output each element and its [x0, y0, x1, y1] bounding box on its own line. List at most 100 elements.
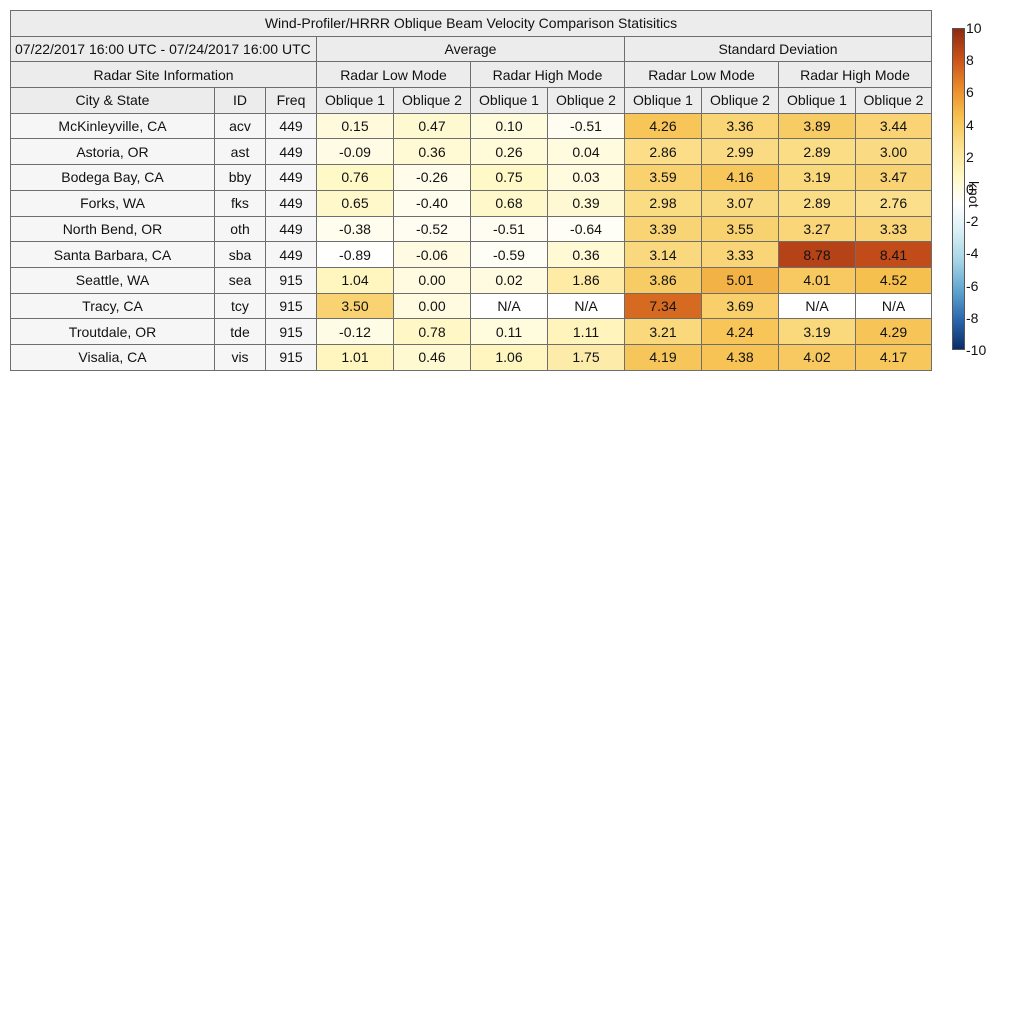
site-city-cell: Santa Barbara, CA: [10, 241, 215, 268]
value-cell-std-high-oblique-2: N/A: [855, 292, 932, 320]
value-cell-std-low-oblique-1: 3.86: [624, 266, 702, 294]
table-row: Bodega Bay, CA bby 449 0.76 -0.26 0.75 0.03 3.5…: [10, 164, 932, 191]
stats-table: Wind-Profiler/HRRR Oblique Beam Velocity…: [10, 10, 932, 371]
value-cell-std-low-oblique-2: 4.38: [701, 343, 779, 371]
site-id-cell: oth: [214, 215, 266, 243]
value-cell-std-high-oblique-1: 8.78: [778, 241, 856, 268]
avg-high-mode-header: Radar High Mode: [470, 61, 625, 89]
std-dev-header: Standard Deviation: [624, 35, 932, 63]
value-cell-std-low-oblique-2: 4.16: [701, 164, 779, 191]
value-cell-std-high-oblique-1: 3.19: [778, 164, 856, 191]
site-city-cell: Tracy, CA: [10, 292, 215, 320]
value-cell-avg-high-oblique-1: 0.75: [470, 164, 548, 191]
value-cell-std-high-oblique-2: 3.47: [855, 164, 932, 191]
site-freq-cell: 449: [265, 241, 317, 268]
site-id-cell: vis: [214, 343, 266, 371]
colorbar-tick-label: -6: [966, 277, 979, 294]
mode-header-row: Radar Site Information Radar Low Mode Ra…: [10, 61, 932, 89]
value-cell-avg-low-oblique-1: 0.15: [316, 112, 394, 140]
value-cell-std-low-oblique-2: 3.07: [701, 189, 779, 217]
std-low-mode-header: Radar Low Mode: [624, 61, 779, 89]
col-header-avg-low-oblique-1: Oblique 1: [316, 87, 394, 114]
col-header-id: ID: [214, 87, 266, 114]
colorbar-tick-label: -8: [966, 309, 979, 326]
site-id-cell: tcy: [214, 292, 266, 320]
value-cell-avg-low-oblique-1: 0.76: [316, 164, 394, 191]
site-info-header: Radar Site Information: [10, 61, 317, 89]
col-header-std-high-oblique-1: Oblique 1: [778, 87, 856, 114]
value-cell-avg-high-oblique-2: 1.86: [547, 266, 625, 294]
site-freq-cell: 915: [265, 343, 317, 371]
value-cell-avg-low-oblique-1: -0.89: [316, 241, 394, 268]
value-cell-std-high-oblique-1: 4.02: [778, 343, 856, 371]
value-cell-std-high-oblique-1: 3.89: [778, 112, 856, 140]
table-row: McKinleyville, CA acv 449 0.15 0.47 0.10 -0.51…: [10, 112, 932, 140]
value-cell-std-high-oblique-2: 3.44: [855, 112, 932, 140]
value-cell-avg-low-oblique-1: -0.09: [316, 138, 394, 166]
value-cell-std-high-oblique-1: 3.19: [778, 318, 856, 345]
value-cell-std-high-oblique-1: N/A: [778, 292, 856, 320]
value-cell-avg-high-oblique-2: N/A: [547, 292, 625, 320]
value-cell-avg-low-oblique-2: 0.36: [393, 138, 471, 166]
value-cell-std-high-oblique-2: 3.00: [855, 138, 932, 166]
group-header-row: 07/22/2017 16:00 UTC - 07/24/2017 16:00 …: [10, 35, 932, 63]
table-row: Visalia, CA vis 915 1.01 0.46 1.06 1.75 4.19 4.3…: [10, 343, 932, 371]
value-cell-std-high-oblique-2: 3.33: [855, 215, 932, 243]
value-cell-avg-high-oblique-1: N/A: [470, 292, 548, 320]
site-id-cell: acv: [214, 112, 266, 140]
site-city-cell: Troutdale, OR: [10, 318, 215, 345]
value-cell-std-low-oblique-1: 3.14: [624, 241, 702, 268]
table-row: Seattle, WA sea 915 1.04 0.00 0.02 1.86 3.86 5.0…: [10, 266, 932, 294]
col-header-std-high-oblique-2: Oblique 2: [855, 87, 932, 114]
value-cell-std-high-oblique-1: 2.89: [778, 189, 856, 217]
value-cell-std-low-oblique-1: 3.21: [624, 318, 702, 345]
value-cell-avg-high-oblique-1: 0.26: [470, 138, 548, 166]
site-id-cell: fks: [214, 189, 266, 217]
col-header-std-low-oblique-1: Oblique 1: [624, 87, 702, 114]
value-cell-avg-high-oblique-2: 0.39: [547, 189, 625, 217]
colorbar-tick-label: -2: [966, 213, 979, 230]
column-header-row: City & State ID Freq Oblique 1 Oblique 2…: [10, 87, 932, 114]
value-cell-avg-low-oblique-1: -0.38: [316, 215, 394, 243]
site-city-cell: Visalia, CA: [10, 343, 215, 371]
value-cell-std-low-oblique-1: 2.98: [624, 189, 702, 217]
colorbar: [952, 28, 965, 350]
value-cell-std-low-oblique-2: 3.36: [701, 112, 779, 140]
colorbar-tick-label: 4: [966, 116, 974, 133]
value-cell-std-low-oblique-2: 3.55: [701, 215, 779, 243]
site-freq-cell: 449: [265, 112, 317, 140]
site-freq-cell: 915: [265, 266, 317, 294]
colorbar-tick-label: -10: [966, 342, 987, 358]
value-cell-avg-low-oblique-1: 3.50: [316, 292, 394, 320]
table-body: Wind-Profiler/HRRR Oblique Beam Velocity…: [10, 10, 932, 371]
value-cell-std-high-oblique-2: 4.52: [855, 266, 932, 294]
value-cell-avg-high-oblique-2: 0.04: [547, 138, 625, 166]
colorbar-tick-label: -4: [966, 245, 979, 262]
colorbar-tick-label: 0: [966, 181, 974, 197]
table-row: North Bend, OR oth 449 -0.38 -0.52 -0.51 -0.64…: [10, 215, 932, 243]
value-cell-std-high-oblique-1: 3.27: [778, 215, 856, 243]
col-header-avg-low-oblique-2: Oblique 2: [393, 87, 471, 114]
site-id-cell: sba: [214, 241, 266, 268]
value-cell-std-low-oblique-2: 2.99: [701, 138, 779, 166]
avg-low-mode-header: Radar Low Mode: [316, 61, 471, 89]
value-cell-avg-low-oblique-1: -0.12: [316, 318, 394, 345]
col-header-std-low-oblique-2: Oblique 2: [701, 87, 779, 114]
colorbar-tick-label: 8: [966, 52, 974, 69]
table-row: Santa Barbara, CA sba 449 -0.89 -0.06 -0.59 0.…: [10, 241, 932, 268]
value-cell-avg-low-oblique-2: -0.06: [393, 241, 471, 268]
value-cell-avg-low-oblique-1: 1.01: [316, 343, 394, 371]
site-freq-cell: 449: [265, 215, 317, 243]
table-row: Tracy, CA tcy 915 3.50 0.00 N/A N/A 7.34 3.69 N/A…: [10, 292, 932, 320]
value-cell-avg-high-oblique-1: 0.02: [470, 266, 548, 294]
value-cell-avg-low-oblique-2: 0.46: [393, 343, 471, 371]
site-freq-cell: 915: [265, 292, 317, 320]
site-id-cell: bby: [214, 164, 266, 191]
value-cell-avg-high-oblique-1: 1.06: [470, 343, 548, 371]
value-cell-avg-high-oblique-2: 0.03: [547, 164, 625, 191]
value-cell-avg-low-oblique-2: -0.26: [393, 164, 471, 191]
value-cell-avg-high-oblique-1: -0.51: [470, 215, 548, 243]
colorbar-unit-label: knot: [966, 181, 982, 208]
col-header-city: City & State: [10, 87, 215, 114]
value-cell-avg-low-oblique-2: 0.47: [393, 112, 471, 140]
